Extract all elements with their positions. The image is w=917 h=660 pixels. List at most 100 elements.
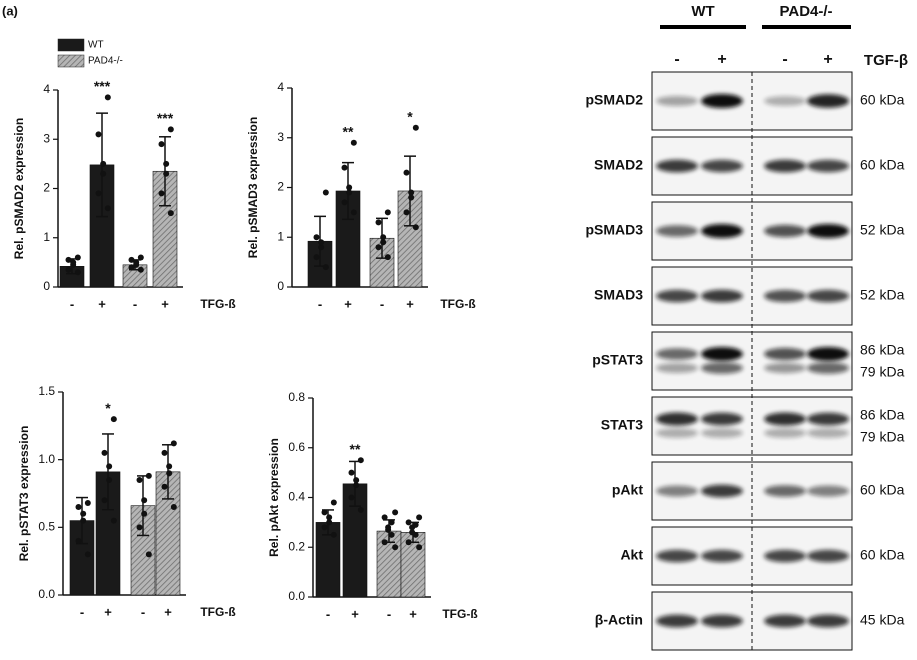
data-point: [65, 256, 72, 263]
data-point: [70, 259, 77, 266]
x-tick-label: +: [104, 604, 112, 619]
blot-band: [764, 428, 806, 438]
blot-band: [701, 289, 743, 303]
data-point: [357, 457, 364, 464]
y-tick-label: 3: [277, 130, 284, 144]
data-point: [381, 539, 388, 546]
blot-size-label: 52 kDa: [860, 222, 905, 238]
data-point: [416, 544, 423, 551]
x-tick-label: +: [409, 606, 417, 621]
data-point: [141, 510, 148, 517]
y-tick-label: 0: [43, 279, 50, 293]
data-point: [321, 524, 328, 531]
blot-size-label: 60 kDa: [860, 157, 905, 173]
data-point: [388, 519, 395, 526]
data-point: [106, 476, 113, 483]
blot-band: [656, 289, 698, 303]
data-point: [357, 506, 364, 513]
data-point: [161, 449, 168, 456]
significance: ***: [94, 78, 111, 94]
data-point: [350, 209, 357, 216]
x-tick-label: +: [164, 604, 172, 619]
blot-band: [701, 94, 743, 108]
y-axis-label: Rel. pSMAD2 expression: [12, 118, 26, 259]
blot-band: [764, 362, 806, 374]
y-tick-label: 0.6: [288, 440, 305, 454]
data-point: [110, 416, 117, 423]
x-tick-label: -: [380, 296, 384, 311]
blot-band: [656, 614, 698, 628]
lane-label: +: [717, 51, 726, 68]
x-tick-label: -: [70, 296, 74, 311]
data-point: [353, 482, 360, 489]
data-point: [403, 169, 410, 176]
y-tick-label: 1: [277, 229, 284, 243]
blot-band: [656, 412, 698, 426]
blot-band: [656, 549, 698, 563]
blot-band: [656, 159, 698, 173]
data-point: [101, 497, 108, 504]
blot-size-label: 60 kDa: [860, 92, 905, 108]
blot-band: [807, 412, 849, 426]
data-point: [353, 477, 360, 484]
significance: ***: [157, 110, 174, 126]
blot-band: [701, 428, 743, 438]
blot-band: [764, 224, 806, 238]
blot-band: [807, 549, 849, 563]
data-point: [412, 521, 419, 528]
legend-swatch: [57, 38, 85, 52]
data-point: [158, 190, 165, 197]
y-tick-label: 4: [277, 80, 284, 94]
data-point: [381, 514, 388, 521]
group-label: PAD4-/-: [779, 3, 832, 20]
data-point: [322, 264, 329, 271]
data-point: [348, 494, 355, 501]
x-tick-label: +: [351, 606, 359, 621]
data-point: [141, 497, 148, 504]
x-tick-label: -: [133, 296, 137, 311]
data-point: [166, 463, 173, 470]
blot-band: [701, 159, 743, 173]
blot-band: [701, 362, 743, 374]
y-axis-label: Rel. pSTAT3 expression: [17, 426, 31, 562]
blot-row-label: SMAD2: [594, 157, 643, 173]
blot-band: [807, 428, 849, 438]
data-point: [128, 264, 135, 271]
blot-row-label: Akt: [620, 547, 643, 563]
data-point: [405, 539, 412, 546]
x-tick-label: -: [318, 296, 322, 311]
data-point: [330, 531, 337, 538]
data-point: [137, 266, 144, 273]
data-point: [412, 124, 419, 131]
data-point: [326, 514, 333, 521]
data-point: [412, 224, 419, 231]
data-point: [145, 472, 152, 479]
data-point: [100, 160, 107, 167]
blot-band: [764, 347, 806, 361]
panel-label: (a): [2, 3, 18, 18]
blot-row-label: pSTAT3: [592, 352, 643, 368]
x-axis-label: TFG-ß: [442, 607, 477, 621]
data-point: [348, 469, 355, 476]
data-point: [74, 269, 81, 276]
blot-band: [656, 95, 698, 107]
blot-size-label: 86 kDa: [860, 407, 905, 423]
data-point: [74, 254, 81, 261]
blot-size-label: 79 kDa: [860, 364, 905, 380]
data-point: [313, 254, 320, 261]
y-axis-label: Rel. pSMAD3 expression: [246, 117, 260, 258]
data-point: [104, 94, 111, 101]
x-tick-label: +: [98, 296, 106, 311]
data-point: [375, 219, 382, 226]
data-point: [318, 239, 325, 246]
blot-size-label: 60 kDa: [860, 547, 905, 563]
data-point: [375, 244, 382, 251]
data-point: [84, 499, 91, 506]
significance: **: [343, 123, 354, 139]
blot-band: [656, 485, 698, 497]
y-tick-label: 4: [43, 82, 50, 96]
data-point: [346, 189, 353, 196]
data-point: [166, 470, 173, 477]
data-point: [167, 210, 174, 217]
